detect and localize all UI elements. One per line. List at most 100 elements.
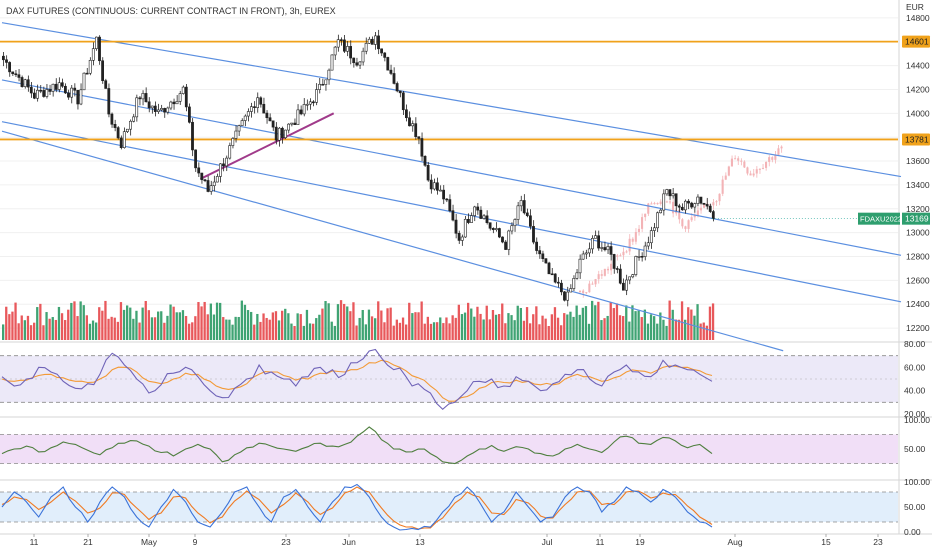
- projection-candle: [603, 268, 606, 276]
- volume-bar: [116, 321, 119, 340]
- projection-candle: [746, 167, 749, 174]
- projection-candle: [579, 290, 582, 293]
- candle-body: [311, 101, 315, 104]
- candle-body: [615, 268, 619, 270]
- channel-line[interactable]: [1, 130, 784, 352]
- channel-line[interactable]: [1, 79, 902, 256]
- oscillator-3-pane[interactable]: [0, 483, 898, 531]
- candle-body: [237, 125, 241, 132]
- volume-bar: [457, 304, 460, 340]
- candle-body: [377, 35, 380, 50]
- volume-bar: [625, 305, 628, 340]
- projection-candle: [672, 201, 675, 214]
- projection-candle: [650, 203, 653, 205]
- projection-candle: [765, 161, 768, 168]
- projection-candle: [699, 207, 702, 211]
- volume-bar: [48, 318, 51, 340]
- volume-bar: [451, 315, 454, 340]
- last-price-text: 13169: [905, 214, 929, 224]
- volume-bar: [656, 323, 659, 340]
- candle-body: [287, 123, 291, 131]
- projection-candle: [647, 203, 650, 214]
- candle-body: [401, 92, 405, 111]
- symbol-badge: [858, 212, 900, 225]
- time-axis-label: 23: [873, 537, 883, 547]
- projection-candle: [656, 203, 659, 205]
- volume-bar: [54, 319, 57, 340]
- projection-candle: [619, 255, 622, 257]
- candle-body: [73, 87, 77, 91]
- volume-bar: [79, 301, 82, 340]
- horizontal-levels[interactable]: [0, 40, 898, 141]
- candle-body: [122, 131, 126, 149]
- candle-body: [178, 93, 182, 102]
- volume-bar: [349, 311, 352, 340]
- candle-body: [132, 116, 136, 122]
- indicator-axis-label: 20.00: [904, 409, 926, 419]
- volume-bar: [702, 322, 705, 340]
- candle-body: [659, 209, 663, 214]
- volume-bar: [119, 302, 123, 340]
- volume-bar: [426, 316, 429, 340]
- time-axis[interactable]: 11 21 May 9 23 Jun 13 Jul 11 19 Aug 15 23: [30, 534, 883, 547]
- volume-bar: [470, 308, 473, 340]
- volume-bar: [265, 317, 268, 340]
- candle-body: [525, 212, 529, 217]
- price-pane[interactable]: [0, 17, 902, 352]
- volume-bar: [237, 316, 240, 340]
- candle-body: [91, 48, 95, 61]
- projection-candle: [690, 217, 693, 221]
- candle-body: [116, 127, 120, 139]
- volume-bar: [343, 303, 346, 340]
- candle-body: [17, 74, 21, 78]
- candle-body: [541, 253, 545, 259]
- volume-bar: [674, 319, 677, 340]
- candle-body: [172, 101, 176, 105]
- volume-bar: [606, 315, 609, 340]
- volume-bar: [708, 306, 712, 340]
- volume-bar: [584, 306, 588, 340]
- volume-bar: [659, 312, 662, 340]
- volume-bar: [274, 311, 278, 340]
- candle-body: [476, 206, 480, 211]
- volume-bar: [622, 316, 625, 340]
- candle-body: [262, 103, 266, 114]
- candle-body: [14, 73, 18, 76]
- price-axis-label: 13400: [906, 180, 930, 190]
- candle-body: [20, 77, 24, 87]
- price-axis[interactable]: 80.0060.0040.0020.00100.0050.00100.0050.…: [711, 2, 930, 537]
- projection-candle: [752, 173, 755, 176]
- candle-body: [463, 218, 467, 238]
- oscillator-2-pane[interactable]: [0, 426, 898, 465]
- trendline[interactable]: [199, 112, 335, 180]
- projection-candle: [622, 251, 625, 256]
- time-axis-label: 21: [83, 537, 93, 547]
- candle-body: [501, 236, 504, 243]
- channel-line[interactable]: [1, 22, 902, 178]
- candle-body: [423, 155, 427, 166]
- candle-body: [429, 179, 433, 190]
- volume-bar: [64, 320, 67, 340]
- candle-body: [404, 109, 408, 119]
- volume-bar: [491, 310, 495, 340]
- candle-body: [491, 227, 495, 231]
- volume-bar: [662, 319, 665, 340]
- oscillator-1-pane[interactable]: [0, 348, 898, 411]
- candle-body: [29, 86, 33, 94]
- candle-body: [113, 123, 117, 128]
- trendline-segment[interactable]: [199, 112, 335, 180]
- candle-body: [271, 120, 275, 128]
- volume-bar: [160, 311, 163, 340]
- volume-bar: [5, 306, 8, 340]
- candle-body: [442, 189, 446, 200]
- volume-bar: [240, 300, 243, 340]
- volume-bar: [67, 309, 70, 340]
- candle-body: [76, 89, 80, 105]
- price-axis-label: 14000: [906, 108, 930, 118]
- volume-bar: [439, 317, 442, 340]
- volume-bar: [206, 314, 209, 340]
- price-axis-label: 14800: [906, 13, 930, 23]
- projection-candle: [631, 238, 634, 242]
- volume-bar: [212, 314, 216, 340]
